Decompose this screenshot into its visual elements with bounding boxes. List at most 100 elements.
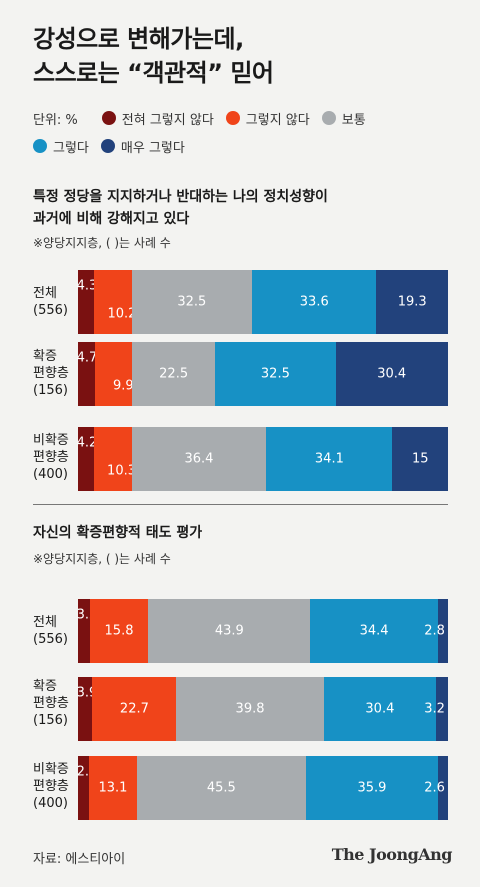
data-label: 3.2 bbox=[424, 701, 445, 717]
bar-segment-agree: 35.9 bbox=[305, 756, 439, 820]
legend-item-agree: 그렇다 bbox=[33, 137, 89, 156]
bar-segment-agree: 33.6 bbox=[252, 270, 377, 334]
bar-segment-neutral: 36.4 bbox=[131, 427, 267, 491]
row-label-line: (556) bbox=[33, 303, 68, 318]
chart1-row-label-0: 전체 (556) bbox=[33, 285, 68, 319]
data-label: 34.4 bbox=[359, 623, 389, 639]
divider bbox=[33, 504, 448, 505]
chart2-row-label-1: 확증 편향층 (156) bbox=[33, 678, 69, 729]
chart1-bar-1: 4.7 9.9 22.5 32.5 30.4 bbox=[77, 342, 448, 406]
unit-label: 단위: % bbox=[33, 112, 78, 128]
data-label: 43.9 bbox=[214, 623, 244, 639]
bar-segment-neutral: 39.8 bbox=[176, 677, 324, 741]
row-label-line: 확증 bbox=[33, 679, 57, 694]
chart1-row-label-1: 확증 편향층 (156) bbox=[33, 348, 69, 399]
row-label-line: (400) bbox=[33, 467, 68, 482]
chart2-bar-2: 2.9 13.1 45.5 35.9 2.6 bbox=[77, 756, 448, 820]
legend-item-disagree: 그렇지 않다 bbox=[225, 109, 310, 128]
legend-item-strongly-agree: 매우 그렇다 bbox=[100, 137, 185, 156]
bar-segment-disagree: 15.8 bbox=[89, 599, 149, 663]
row-label-line: 편향층 bbox=[33, 696, 69, 711]
legend-label: 전혀 그렇지 않다 bbox=[121, 112, 214, 128]
bar-segment-agree: 34.4 bbox=[310, 599, 438, 663]
bar-segment-very-disagree: 4.3 bbox=[77, 270, 97, 334]
data-label: 2.6 bbox=[424, 780, 445, 796]
data-label: 35.9 bbox=[357, 780, 387, 796]
data-label: 22.5 bbox=[159, 366, 189, 382]
chart2-title: 자신의 확증편향적 태도 평가 bbox=[33, 522, 202, 544]
data-label: 15 bbox=[411, 451, 429, 467]
bar-segment-neutral: 22.5 bbox=[132, 342, 216, 406]
data-label: 4.2 bbox=[76, 435, 98, 451]
legend-label: 그렇다 bbox=[53, 140, 89, 156]
chart1-row-label-2: 비확증 편향층 (400) bbox=[33, 432, 69, 483]
legend-swatch bbox=[33, 139, 47, 153]
chart2-bar-1: 3.9 22.7 39.8 30.4 3.2 bbox=[77, 677, 448, 741]
legend-row-1: 단위: % 전혀 그렇지 않다 그렇지 않다 보통 bbox=[33, 104, 378, 132]
bar-segment-agree: 30.4 bbox=[323, 677, 437, 741]
data-label: 30.4 bbox=[365, 701, 395, 717]
chart1-title-line-2: 과거에 비해 강해지고 있다 bbox=[33, 211, 190, 227]
row-label-line: (400) bbox=[33, 796, 68, 811]
brand-logo: The JoongAng bbox=[331, 845, 453, 864]
chart2-row-label-0: 전체 (556) bbox=[33, 614, 68, 648]
row-label-line: 전체 bbox=[33, 615, 57, 630]
headline-line-1: 강성으로 변해가는데, bbox=[33, 25, 244, 53]
bar-segment-disagree: 22.7 bbox=[92, 677, 177, 741]
data-label: 19.3 bbox=[397, 294, 427, 310]
data-label: 2.8 bbox=[424, 623, 445, 639]
bar-segment-neutral: 43.9 bbox=[148, 599, 311, 663]
data-label: 3.9 bbox=[76, 685, 98, 701]
bar-segment-agree: 34.1 bbox=[266, 427, 393, 491]
bar-segment-disagree: 10.3 bbox=[93, 427, 136, 491]
row-label-line: (556) bbox=[33, 632, 68, 647]
row-label-line: (156) bbox=[33, 383, 68, 398]
bar-segment-strongly-agree: 2.8 bbox=[424, 599, 448, 663]
data-label: 36.4 bbox=[184, 451, 214, 467]
data-label: 22.7 bbox=[119, 701, 149, 717]
legend-label: 매우 그렇다 bbox=[120, 140, 185, 156]
row-label-line: 편향층 bbox=[33, 779, 69, 794]
source-text: 자료: 에스티아이 bbox=[33, 852, 126, 867]
data-label: 15.8 bbox=[104, 623, 134, 639]
headline: 강성으로 변해가는데, 스스로는 “객관적” 믿어 bbox=[33, 22, 274, 90]
data-label: 13.1 bbox=[98, 780, 128, 796]
bar-segment-strongly-agree: 15 bbox=[392, 427, 448, 491]
row-label-line: 비확증 bbox=[33, 433, 69, 448]
data-label: 32.5 bbox=[260, 366, 290, 382]
chart2-note: ※양당지지층, ( )는 사례 수 bbox=[33, 552, 171, 566]
chart1-title-line-1: 특정 정당을 지지하거나 반대하는 나의 정치성향이 bbox=[33, 189, 328, 205]
bar-segment-very-disagree: 4.7 bbox=[77, 342, 97, 406]
data-label: 10.2 bbox=[107, 306, 137, 322]
legend-label: 보통 bbox=[341, 112, 366, 128]
row-label-line: (156) bbox=[33, 713, 68, 728]
legend: 단위: % 전혀 그렇지 않다 그렇지 않다 보통 그렇다 매우 그렇다 bbox=[33, 104, 378, 160]
legend-swatch bbox=[100, 139, 115, 153]
bar-segment-strongly-agree: 30.4 bbox=[335, 342, 448, 406]
bar-segment-neutral: 45.5 bbox=[137, 756, 306, 820]
headline-line-2: 스스로는 “객관적” 믿어 bbox=[33, 59, 274, 87]
legend-swatch bbox=[225, 111, 240, 125]
data-label: 45.5 bbox=[206, 780, 236, 796]
bar-segment-very-disagree: 3.2 bbox=[77, 599, 97, 663]
bar-segment-very-disagree: 4.2 bbox=[77, 427, 97, 491]
legend-label: 그렇지 않다 bbox=[245, 112, 310, 128]
legend-swatch bbox=[101, 111, 116, 125]
bar-segment-strongly-agree: 19.3 bbox=[376, 270, 448, 334]
data-label: 30.4 bbox=[377, 366, 407, 382]
row-label-line: 편향층 bbox=[33, 366, 69, 381]
bar-segment-very-disagree: 3.9 bbox=[77, 677, 97, 741]
data-label: 32.5 bbox=[177, 294, 207, 310]
legend-row-2: 그렇다 매우 그렇다 bbox=[33, 132, 378, 160]
legend-item-neutral: 보통 bbox=[321, 109, 366, 128]
bar-segment-very-disagree: 2.9 bbox=[77, 756, 97, 820]
row-label-line: 전체 bbox=[33, 286, 57, 301]
chart1-bar-0: 4.3 10.2 32.5 33.6 19.3 bbox=[77, 270, 448, 334]
chart1-title: 특정 정당을 지지하거나 반대하는 나의 정치성향이 과거에 비해 강해지고 있… bbox=[33, 186, 328, 230]
bar-segment-disagree: 9.9 bbox=[95, 342, 134, 406]
data-label: 4.3 bbox=[76, 278, 98, 294]
bar-segment-strongly-agree: 3.2 bbox=[424, 677, 448, 741]
row-label-line: 확증 bbox=[33, 349, 57, 364]
data-label: 9.9 bbox=[113, 378, 134, 394]
chart2-bar-0: 3.2 15.8 43.9 34.4 2.8 bbox=[77, 599, 448, 663]
